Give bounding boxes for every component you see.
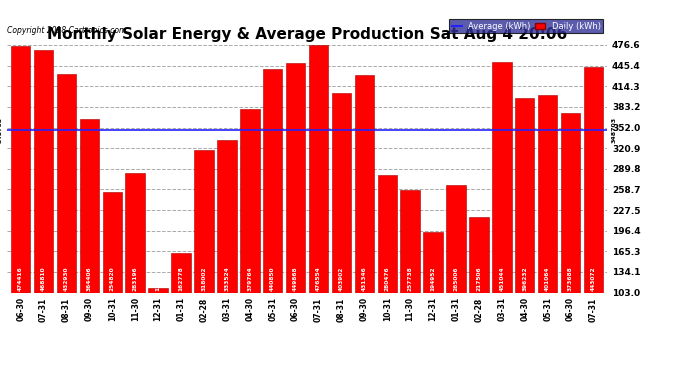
Bar — [148, 288, 168, 292]
Text: 401064: 401064 — [545, 266, 550, 291]
Text: 265006: 265006 — [453, 266, 458, 291]
Text: 451044: 451044 — [500, 266, 504, 291]
Text: 254820: 254820 — [110, 266, 115, 291]
Bar — [286, 63, 306, 292]
Bar — [424, 232, 443, 292]
Text: Copyright 2018 Cartronics.com: Copyright 2018 Cartronics.com — [7, 26, 126, 35]
Bar — [446, 185, 466, 292]
Text: 348703: 348703 — [0, 117, 3, 143]
Text: 373688: 373688 — [568, 266, 573, 291]
Bar — [538, 95, 558, 292]
Text: 379764: 379764 — [247, 266, 253, 291]
Text: 431346: 431346 — [362, 266, 367, 291]
Bar — [79, 119, 99, 292]
Bar — [400, 190, 420, 292]
Bar — [126, 173, 145, 292]
Text: 440850: 440850 — [270, 266, 275, 291]
Text: 403902: 403902 — [339, 266, 344, 291]
Text: 449868: 449868 — [293, 266, 298, 291]
Bar — [492, 62, 511, 292]
Bar — [171, 253, 190, 292]
Bar — [240, 109, 259, 292]
Bar — [34, 50, 53, 292]
Bar — [194, 150, 214, 292]
Bar — [584, 67, 603, 292]
Text: 348703: 348703 — [611, 117, 617, 143]
Text: 468810: 468810 — [41, 266, 46, 291]
Text: 280476: 280476 — [385, 266, 390, 291]
Text: 257738: 257738 — [408, 266, 413, 291]
Legend: Average (kWh), Daily (kWh): Average (kWh), Daily (kWh) — [449, 20, 603, 33]
Bar — [263, 69, 282, 292]
Bar — [308, 45, 328, 292]
Bar — [561, 113, 580, 292]
Title: Monthly Solar Energy & Average Production Sat Aug 4 20:06: Monthly Solar Energy & Average Productio… — [47, 27, 567, 42]
Bar — [355, 75, 374, 292]
Text: 476554: 476554 — [316, 266, 321, 291]
Text: 110342: 110342 — [156, 266, 161, 291]
Text: 396232: 396232 — [522, 266, 527, 291]
Bar — [103, 192, 122, 292]
Text: 194952: 194952 — [431, 266, 435, 291]
Text: 364406: 364406 — [87, 266, 92, 291]
Text: 318002: 318002 — [201, 266, 206, 291]
Bar — [515, 98, 535, 292]
Text: 443072: 443072 — [591, 266, 596, 291]
Bar — [377, 175, 397, 292]
Text: 162778: 162778 — [179, 266, 184, 291]
Bar — [217, 140, 237, 292]
Text: 283196: 283196 — [132, 266, 138, 291]
Bar — [57, 74, 76, 292]
Text: 432930: 432930 — [64, 266, 69, 291]
Text: 333524: 333524 — [224, 266, 229, 291]
Bar — [332, 93, 351, 292]
Text: 474416: 474416 — [18, 266, 23, 291]
Bar — [11, 46, 30, 292]
Bar — [469, 217, 489, 292]
Text: 217506: 217506 — [476, 266, 482, 291]
